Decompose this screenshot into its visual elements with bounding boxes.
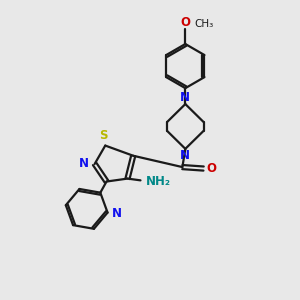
Text: NH₂: NH₂ [146,175,171,188]
Text: O: O [206,162,216,175]
Text: N: N [180,91,190,104]
Text: S: S [100,129,108,142]
Text: N: N [112,207,122,220]
Text: N: N [180,149,190,162]
Text: O: O [180,16,190,29]
Text: N: N [80,158,89,170]
Text: CH₃: CH₃ [195,19,214,29]
